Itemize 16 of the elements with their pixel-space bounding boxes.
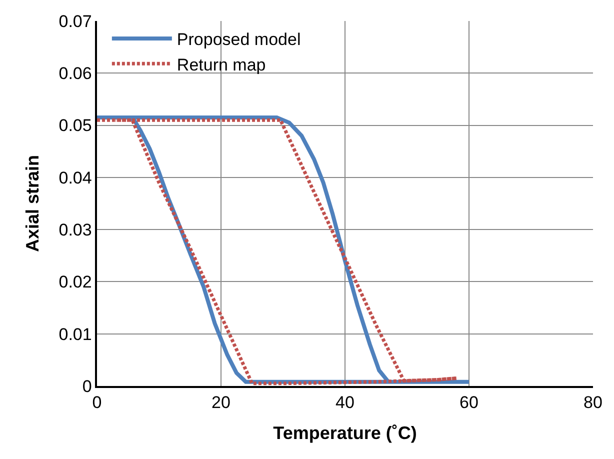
- legend-label: Return map: [176, 55, 266, 74]
- x-tick-label: 40: [336, 393, 354, 412]
- y-tick-label: 0.06: [58, 64, 92, 84]
- y-tick-label: 0.03: [58, 220, 92, 240]
- y-tick-label: 0.05: [58, 116, 92, 136]
- x-axis-title: Temperature (˚C): [273, 422, 417, 443]
- y-tick-label: 0.04: [58, 168, 92, 188]
- x-tick-label: 60: [460, 393, 478, 412]
- y-tick-label: 0: [82, 376, 92, 396]
- x-tick-label: 20: [212, 393, 230, 412]
- x-tick-label: 80: [584, 393, 602, 412]
- y-tick-label: 0.01: [58, 324, 92, 344]
- y-tick-label: 0.07: [58, 12, 92, 31]
- y-axis-title: Axial strain: [22, 154, 42, 252]
- y-tick-label: 0.02: [58, 272, 92, 292]
- legend-label: Proposed model: [176, 30, 301, 50]
